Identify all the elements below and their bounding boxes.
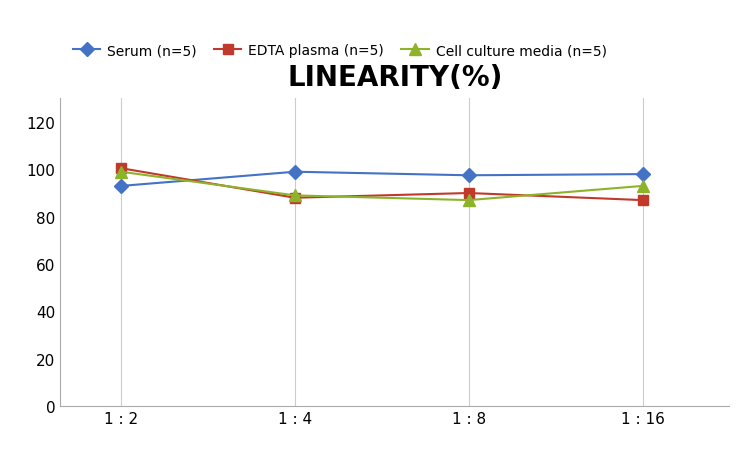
Serum (n=5) xyxy=(117,184,126,189)
Cell culture media (n=5) xyxy=(638,184,647,189)
EDTA plasma (n=5) xyxy=(290,196,299,201)
EDTA plasma (n=5) xyxy=(638,198,647,203)
EDTA plasma (n=5) xyxy=(464,191,473,196)
Serum (n=5) xyxy=(638,172,647,177)
Serum (n=5) xyxy=(290,170,299,175)
Cell culture media (n=5) xyxy=(464,198,473,203)
EDTA plasma (n=5) xyxy=(117,166,126,171)
Line: Serum (n=5): Serum (n=5) xyxy=(116,167,647,191)
Serum (n=5) xyxy=(464,173,473,179)
Title: LINEARITY(%): LINEARITY(%) xyxy=(287,64,502,92)
Line: Cell culture media (n=5): Cell culture media (n=5) xyxy=(116,167,648,206)
Cell culture media (n=5) xyxy=(117,170,126,175)
Line: EDTA plasma (n=5): EDTA plasma (n=5) xyxy=(116,164,647,206)
Cell culture media (n=5) xyxy=(290,193,299,198)
Legend: Serum (n=5), EDTA plasma (n=5), Cell culture media (n=5): Serum (n=5), EDTA plasma (n=5), Cell cul… xyxy=(67,39,612,64)
